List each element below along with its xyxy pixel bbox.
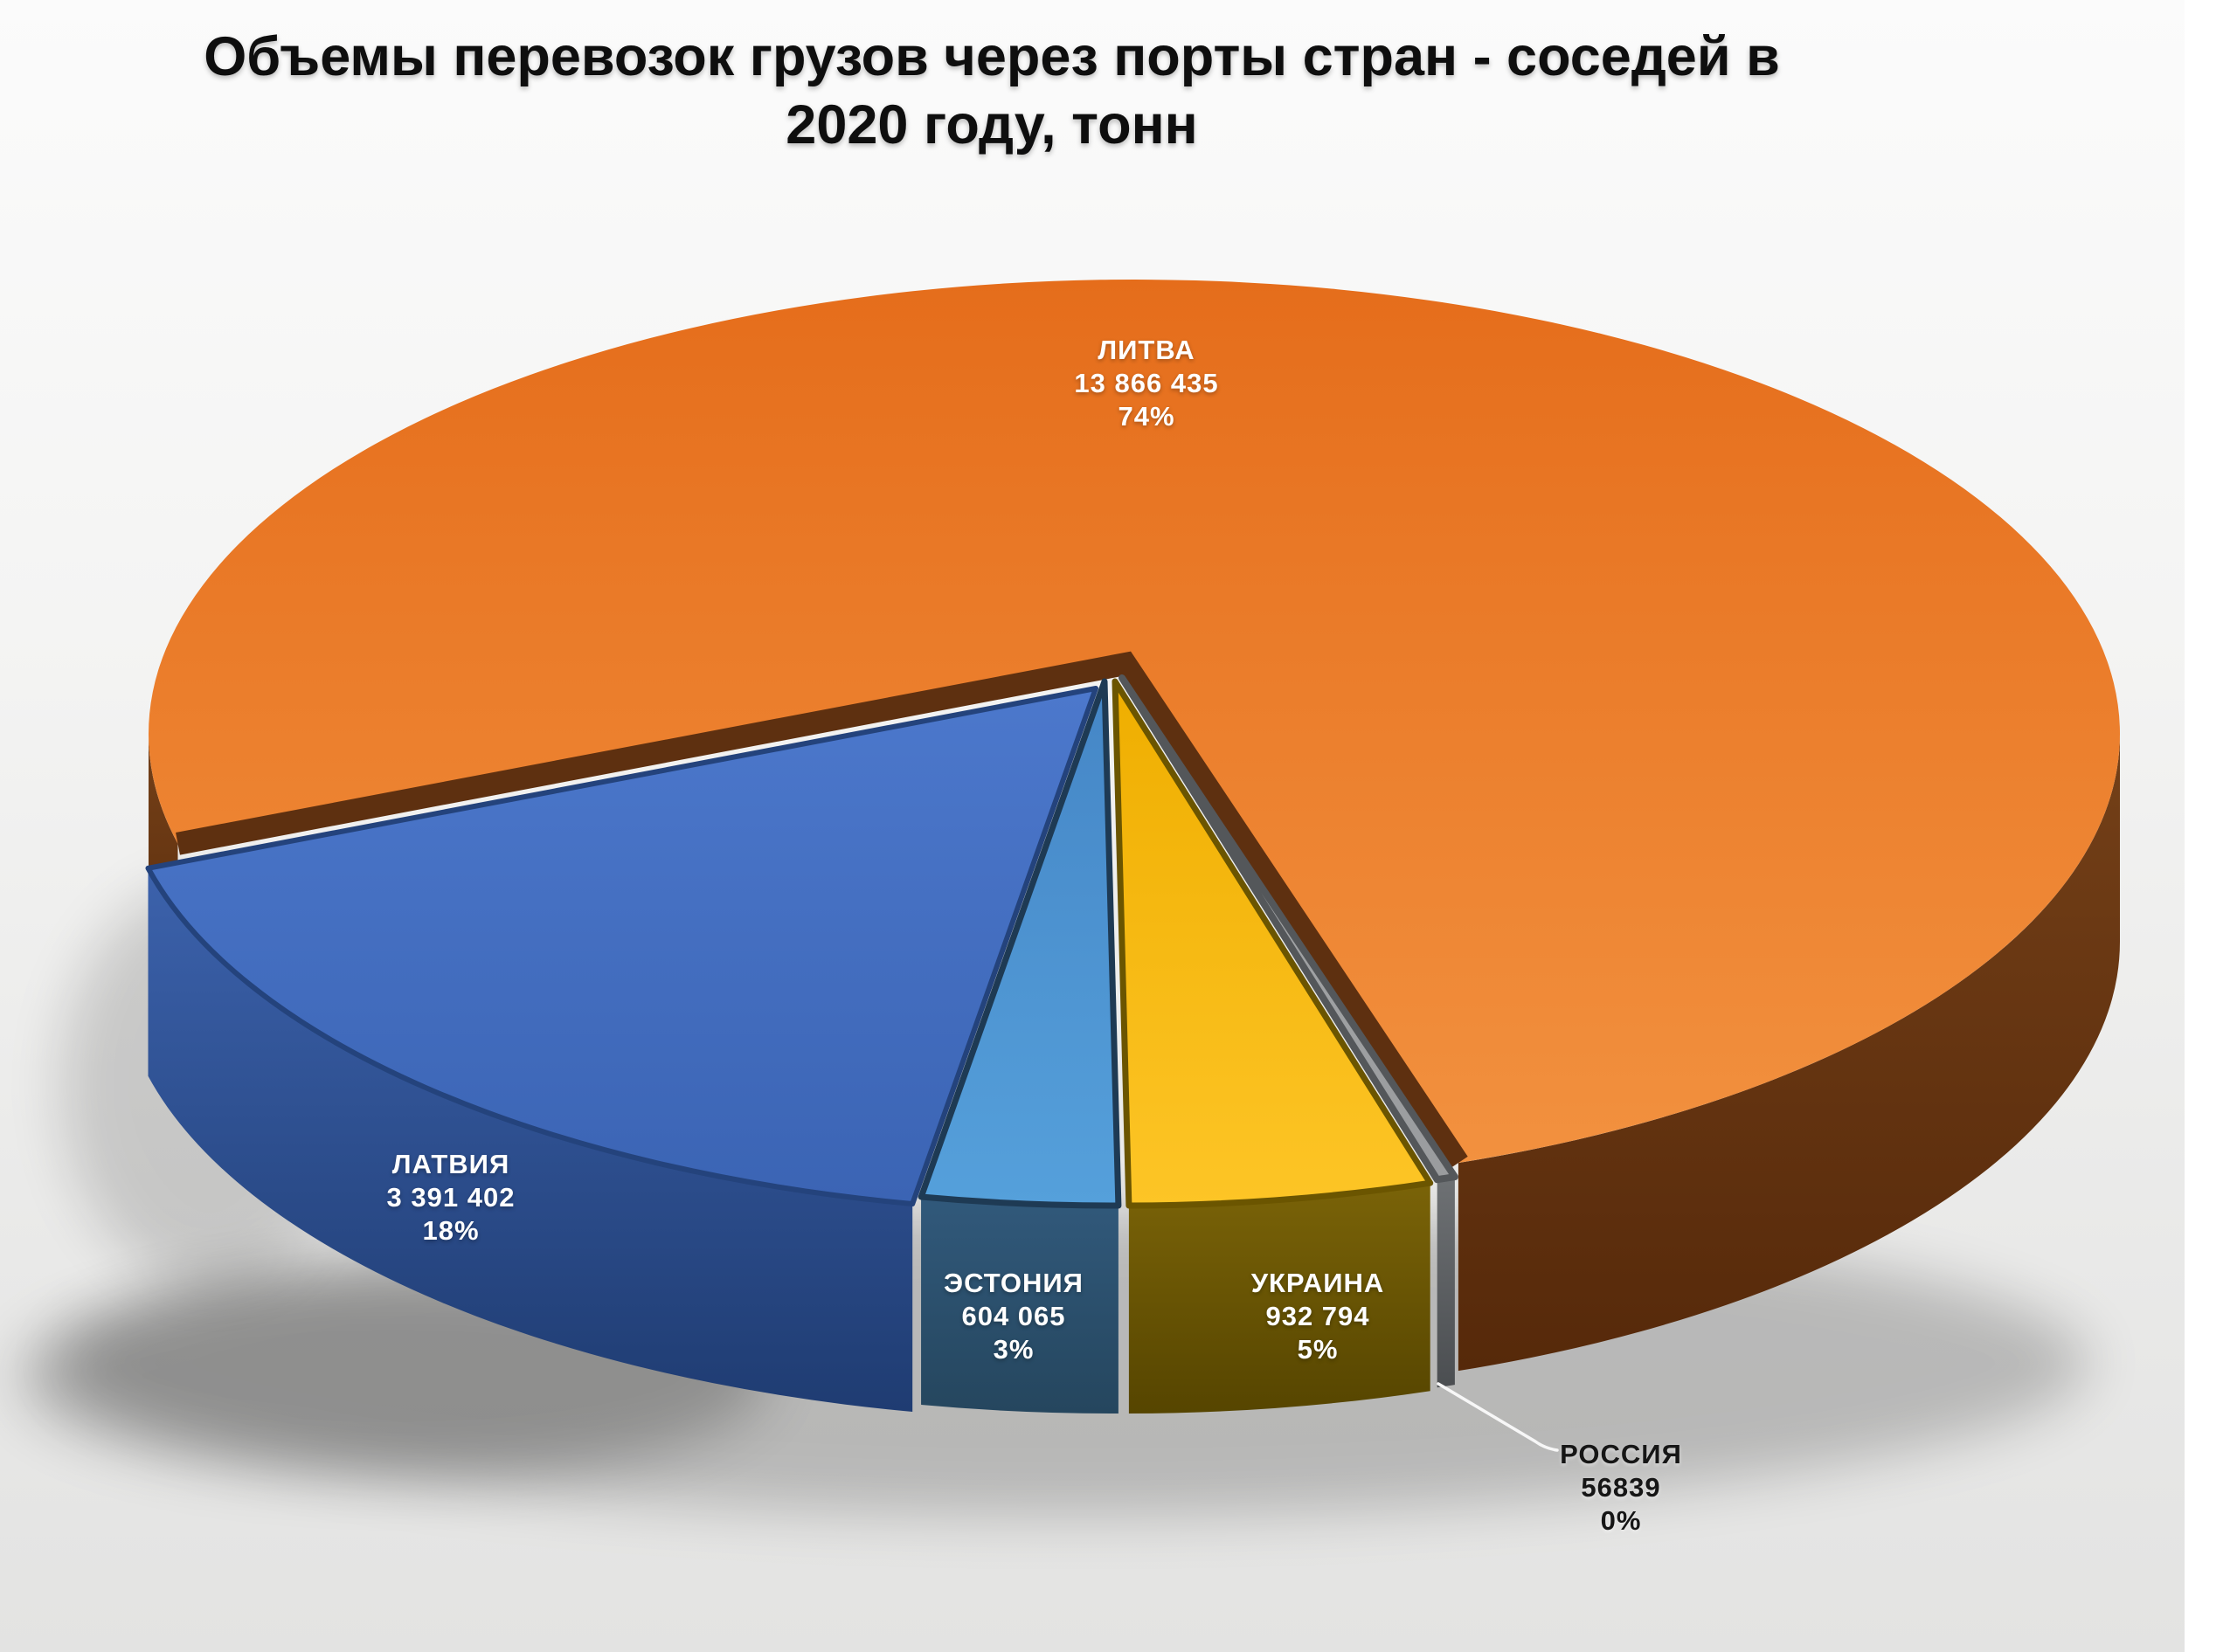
leader-line bbox=[1437, 1382, 1559, 1452]
slice-label-ukraina: УКРАИНА 932 794 5% bbox=[1251, 1267, 1385, 1366]
slice-wall-1 bbox=[921, 1197, 1118, 1414]
slice-wall-2 bbox=[1128, 1183, 1430, 1414]
slice-top-0 bbox=[145, 686, 1098, 1206]
slice-value: 3 391 402 bbox=[386, 1182, 516, 1213]
russia-leader-line bbox=[1437, 1382, 1559, 1452]
slice-value: 56839 bbox=[1581, 1472, 1661, 1503]
slice-top-2 bbox=[1112, 678, 1434, 1209]
slice-top-4 bbox=[149, 280, 2121, 1164]
slice-value: 604 065 bbox=[961, 1301, 1066, 1331]
slice-label-estonia: ЭСТОНИЯ 604 065 3% bbox=[944, 1267, 1084, 1366]
infographic-canvas: Объемы перевозок грузов через порты стра… bbox=[0, 0, 2185, 1652]
chart-title-line1: Объемы перевозок грузов через порты стра… bbox=[204, 26, 1780, 87]
slice-percent: 5% bbox=[1297, 1334, 1339, 1365]
chart-title-line2: 2020 году, тонн bbox=[786, 94, 1198, 156]
slice-percent: 0% bbox=[1600, 1505, 1642, 1536]
slice-percent: 3% bbox=[993, 1334, 1035, 1365]
chart-title: Объемы перевозок грузов через порты стра… bbox=[166, 23, 1818, 159]
slice-name: ЛАТВИЯ bbox=[391, 1149, 510, 1179]
slice-name: ЭСТОНИЯ bbox=[944, 1268, 1084, 1298]
slice-label-litva: ЛИТВА 13 866 435 74% bbox=[1074, 334, 1218, 433]
slice-label-rossiya: РОССИЯ 56839 0% bbox=[1560, 1438, 1682, 1538]
slice-name: ЛИТВА bbox=[1098, 335, 1195, 365]
slice-percent: 74% bbox=[1118, 401, 1175, 432]
slice-value: 932 794 bbox=[1265, 1301, 1370, 1331]
slice-wall-0 bbox=[148, 867, 913, 1412]
slice-name: УКРАИНА bbox=[1250, 1268, 1385, 1298]
slice-name: РОССИЯ bbox=[1560, 1439, 1682, 1469]
slice-label-latvia: ЛАТВИЯ 3 391 402 18% bbox=[387, 1148, 516, 1248]
orange-edge-band bbox=[176, 651, 1468, 1170]
slice-percent: 18% bbox=[422, 1215, 480, 1246]
pie-slices bbox=[145, 280, 2121, 1414]
slice-wall-3 bbox=[1437, 1177, 1455, 1388]
slice-wall-4 bbox=[1458, 734, 2120, 1372]
pie-chart bbox=[17, 280, 2121, 1516]
slice-value: 13 866 435 bbox=[1074, 368, 1219, 398]
slice-top-1 bbox=[918, 678, 1122, 1209]
slice-top-3 bbox=[1118, 674, 1458, 1184]
